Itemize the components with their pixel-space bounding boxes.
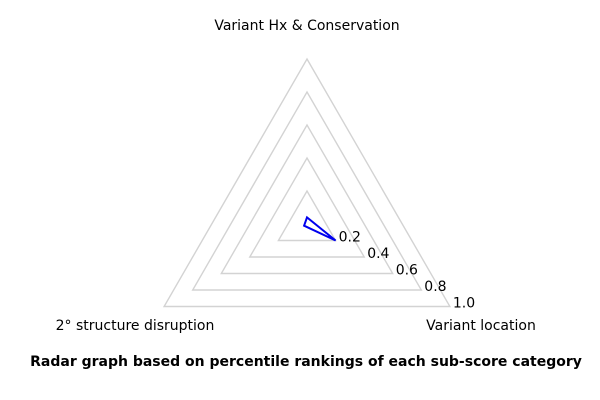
axis-label-bottom-right: Variant location xyxy=(426,318,536,334)
grid-triangle-0.4 xyxy=(248,156,366,258)
axis-label-bottom-left: 2° structure disruption xyxy=(56,318,215,334)
axis-label-top: Variant Hx & Conservation xyxy=(214,18,399,34)
tick-label-1.0: 1.0 xyxy=(453,296,475,312)
grid-triangle-0.8 xyxy=(191,90,423,291)
tick-label-0.4: 0.4 xyxy=(367,246,389,262)
grid-layer xyxy=(162,57,452,308)
data-polygon xyxy=(302,215,337,242)
tick-label-0.2: 0.2 xyxy=(339,230,361,246)
tick-label-0.8: 0.8 xyxy=(424,279,446,295)
grid-triangle-0.2 xyxy=(277,189,337,242)
tick-label-layer: 0.2 0.4 0.6 0.8 1.0 xyxy=(339,230,476,312)
grid-triangle-0.6 xyxy=(220,123,394,275)
tick-label-0.6: 0.6 xyxy=(396,263,418,279)
caption: Radar graph based on percentile rankings… xyxy=(30,354,582,370)
grid-triangle-1.0 xyxy=(162,57,452,308)
